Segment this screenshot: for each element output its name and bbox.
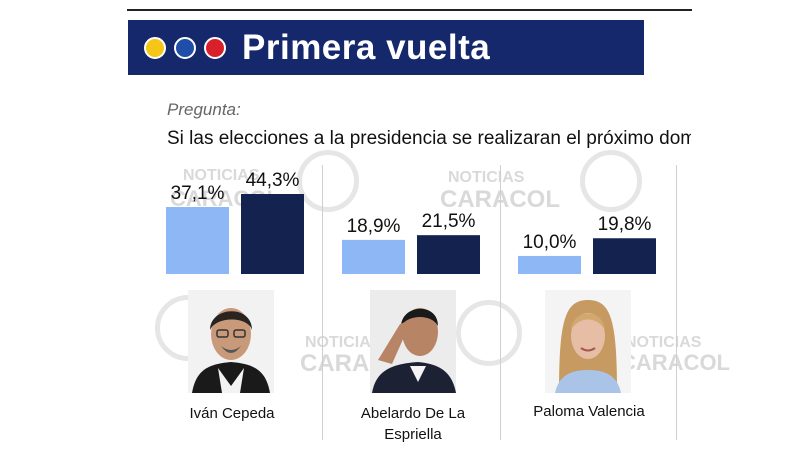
yellow-dot <box>144 36 166 59</box>
candidate-photo-ivan-cepeda <box>188 290 274 393</box>
blue-dot <box>174 36 196 59</box>
bar-value-label: 44,3% <box>246 170 300 191</box>
header-banner: Primera vuelta <box>128 20 644 75</box>
bar-dark-0 <box>241 194 304 274</box>
bar-light-2 <box>518 255 581 274</box>
top-rule <box>127 9 692 11</box>
noticias-watermark: NOTICIAS <box>625 334 702 351</box>
bar-value-label: 37,1% <box>171 183 225 204</box>
bar-dark-1 <box>417 235 480 274</box>
bar-group: 37,1% 44,3% 18,9% 21,5% 10,0% 19,8% <box>166 170 656 274</box>
caracol-watermark: CARACOL <box>620 350 730 375</box>
portrait-icon <box>370 290 456 393</box>
candidate-photo-paloma <box>545 290 631 393</box>
bar-value-label: 10,0% <box>523 232 577 253</box>
bar-dark-2 <box>593 238 656 274</box>
bar-value-label: 21,5% <box>422 211 476 232</box>
portrait-icon <box>188 290 274 393</box>
bar-value-label: 18,9% <box>347 216 401 237</box>
question-text: Si las elecciones a la presidencia se re… <box>167 128 691 149</box>
blu-watermark-ring <box>580 150 642 212</box>
question-text-container: Si las elecciones a la presidencia se re… <box>167 128 691 156</box>
column-separator <box>500 165 501 440</box>
noticias-watermark: NOTICIAS <box>305 334 382 351</box>
column-separator <box>322 165 323 440</box>
noticias-watermark: NOTICIAS <box>183 167 260 184</box>
candidate-name: Paloma Valencia <box>533 403 645 420</box>
candidate-name: Abelardo De La Espriella <box>360 405 466 443</box>
bar-light-1 <box>342 239 405 274</box>
noticias-watermark: NOTICIAS <box>448 169 525 186</box>
question-label: Pregunta: <box>167 100 241 119</box>
candidate-name: Iván Cepeda <box>189 405 275 422</box>
banner-title: Primera vuelta <box>242 27 491 67</box>
candidate-photo-abelardo <box>370 290 456 393</box>
blu-watermark-ring <box>297 150 359 212</box>
bar-value-label: 19,8% <box>598 214 652 235</box>
column-separator <box>676 165 677 440</box>
portrait-icon <box>545 290 631 393</box>
bar-light-0 <box>166 207 229 274</box>
red-dot <box>204 36 226 59</box>
blu-watermark-ring <box>456 300 522 366</box>
